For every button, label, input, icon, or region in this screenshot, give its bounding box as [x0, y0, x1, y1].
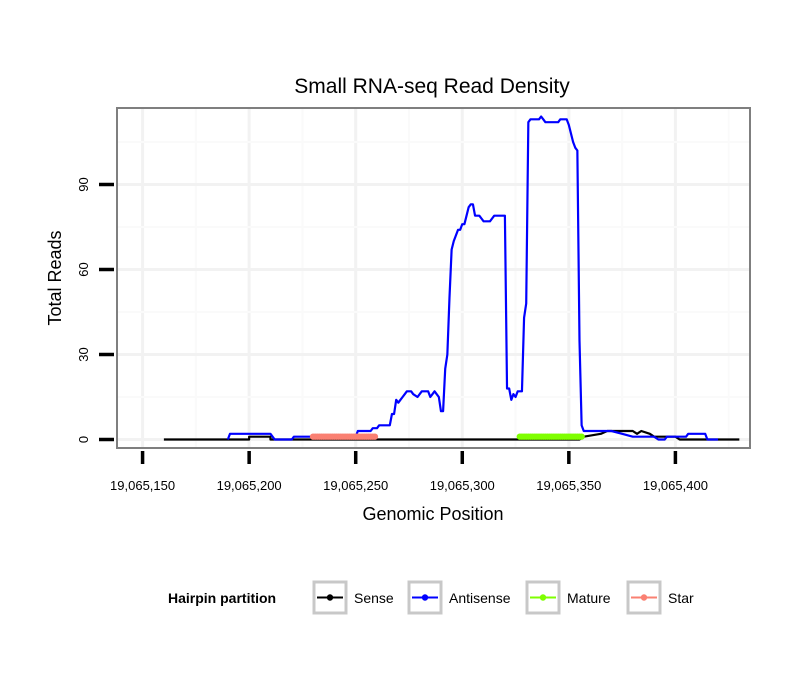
legend-label: Sense	[354, 590, 394, 606]
legend-key-point	[640, 594, 648, 601]
legend-item-mature: Mature	[525, 580, 611, 615]
legend-item-star: Star	[626, 580, 694, 615]
legend-title: Hairpin partition	[168, 590, 276, 606]
legend: Hairpin partition Sense Antisense Mature St…	[168, 580, 694, 615]
y-axis-title: Total Reads	[45, 230, 65, 325]
legend-label: Antisense	[449, 590, 511, 606]
x-axis: 19,065,150 19,065,200 19,065,250 19,065,300…	[110, 451, 708, 493]
y-axis: 0 30 60 90	[76, 177, 114, 443]
legend-label: Star	[668, 590, 694, 606]
y-tick-label: 60	[76, 262, 91, 276]
star-series-points	[309, 433, 379, 440]
mature-series-points	[516, 433, 585, 440]
x-tick-label: 19,065,350	[536, 478, 601, 493]
x-tick-label: 19,065,150	[110, 478, 175, 493]
chart-title: Small RNA-seq Read Density	[294, 75, 570, 98]
x-tick-label: 19,065,200	[217, 478, 282, 493]
x-tick-label: 19,065,250	[323, 478, 388, 493]
y-tick-label: 0	[76, 436, 91, 443]
x-axis-title: Genomic Position	[362, 504, 503, 524]
x-tick-label: 19,065,400	[643, 478, 708, 493]
star-point	[371, 433, 379, 440]
legend-label: Mature	[567, 590, 611, 606]
sense-series-line	[163, 429, 740, 441]
legend-key-point	[539, 594, 547, 601]
legend-key-point	[421, 594, 429, 601]
plot-border	[116, 107, 751, 449]
y-tick-label: 30	[76, 347, 91, 361]
antisense-series-line	[226, 115, 719, 441]
y-tick-label: 90	[76, 177, 91, 191]
series-layer	[163, 115, 740, 441]
plot-area	[116, 107, 751, 449]
mature-point	[578, 433, 585, 440]
legend-item-sense: Sense	[312, 580, 394, 615]
grid	[117, 108, 750, 448]
x-tick-label: 19,065,300	[430, 478, 495, 493]
legend-key-point	[326, 594, 334, 601]
legend-item-antisense: Antisense	[407, 580, 511, 615]
